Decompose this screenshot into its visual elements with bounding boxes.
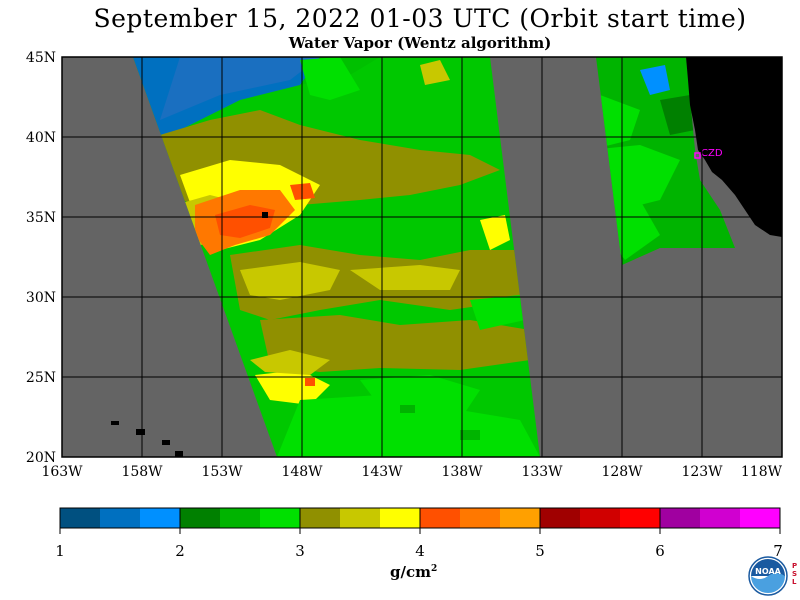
colorbar-swatch bbox=[100, 508, 141, 528]
latitude-tick-label: 30N bbox=[26, 290, 56, 306]
colorbar-swatch bbox=[300, 508, 341, 528]
psl-letter: L bbox=[792, 578, 797, 586]
colorbar bbox=[59, 507, 781, 534]
station-marker bbox=[694, 152, 701, 159]
map-title: September 15, 2022 01-03 UTC (Orbit star… bbox=[93, 4, 747, 33]
map-gridlines bbox=[62, 57, 782, 457]
psl-letter: S bbox=[792, 570, 798, 578]
latitude-tick-label: 45N bbox=[26, 50, 56, 66]
colorbar-tick-label: 3 bbox=[295, 542, 305, 560]
longitude-tick-label: 153W bbox=[201, 464, 243, 480]
noaa-logo-text: NOAA bbox=[755, 567, 781, 576]
colorbar-swatch bbox=[540, 508, 581, 528]
psl-letter: P bbox=[792, 562, 798, 570]
colorbar-swatch bbox=[380, 508, 421, 528]
colorbar-swatch bbox=[340, 508, 381, 528]
psl-mark: P S L bbox=[792, 562, 797, 586]
longitude-tick-label: 123W bbox=[681, 464, 723, 480]
colorbar-swatch bbox=[60, 508, 101, 528]
colorbar-swatch bbox=[220, 508, 261, 528]
latitude-tick-label: 35N bbox=[26, 210, 56, 226]
longitude-tick-label: 148W bbox=[281, 464, 323, 480]
station-label: CZD bbox=[701, 148, 723, 159]
colorbar-tick-label: 7 bbox=[773, 542, 783, 560]
units-exponent: 2 bbox=[430, 564, 438, 574]
longitude-tick-label: 118W bbox=[741, 464, 783, 480]
longitude-tick-label: 138W bbox=[441, 464, 483, 480]
colorbar-swatch bbox=[580, 508, 621, 528]
colorbar-units: g/cm2 bbox=[390, 563, 437, 581]
latitude-tick-label: 40N bbox=[26, 130, 56, 146]
longitude-tick-label: 143W bbox=[361, 464, 403, 480]
colorbar-swatch bbox=[620, 508, 661, 528]
colorbar-swatch bbox=[500, 508, 541, 528]
colorbar-swatch bbox=[180, 508, 221, 528]
map-subtitle: Water Vapor (Wentz algorithm) bbox=[288, 34, 552, 52]
map-frame bbox=[61, 56, 783, 458]
colorbar-swatch bbox=[700, 508, 741, 528]
colorbar-tick-label: 2 bbox=[175, 542, 185, 560]
longitude-tick-label: 128W bbox=[601, 464, 643, 480]
colorbar-tick-label: 1 bbox=[55, 542, 65, 560]
colorbar-tick-label: 5 bbox=[535, 542, 545, 560]
colorbar-swatch bbox=[420, 508, 461, 528]
longitude-tick-label: 133W bbox=[521, 464, 563, 480]
noaa-logo: NOAA bbox=[748, 556, 788, 596]
longitude-axis: 163W 158W 153W 148W 143W 138W 133W 128W 123W 118W bbox=[41, 464, 782, 480]
longitude-tick-label: 163W bbox=[41, 464, 83, 480]
units-text: g/cm bbox=[390, 563, 431, 581]
latitude-tick-label: 25N bbox=[26, 370, 56, 386]
colorbar-swatch bbox=[460, 508, 501, 528]
colorbar-swatch bbox=[260, 508, 301, 528]
longitude-tick-label: 158W bbox=[121, 464, 163, 480]
colorbar-swatch bbox=[660, 508, 701, 528]
north-america-land bbox=[686, 57, 782, 237]
colorbar-tick-labels: 1 2 3 4 5 6 7 bbox=[55, 542, 783, 560]
latitude-axis: 45N 40N 35N 30N 25N 20N bbox=[26, 50, 56, 466]
latitude-tick-label: 20N bbox=[26, 450, 56, 466]
colorbar-swatch bbox=[740, 508, 781, 528]
colorbar-tick-label: 4 bbox=[415, 542, 425, 560]
hawaiian-islands bbox=[111, 421, 183, 457]
colorbar-tick-label: 6 bbox=[655, 542, 665, 560]
colorbar-swatch bbox=[140, 508, 181, 528]
